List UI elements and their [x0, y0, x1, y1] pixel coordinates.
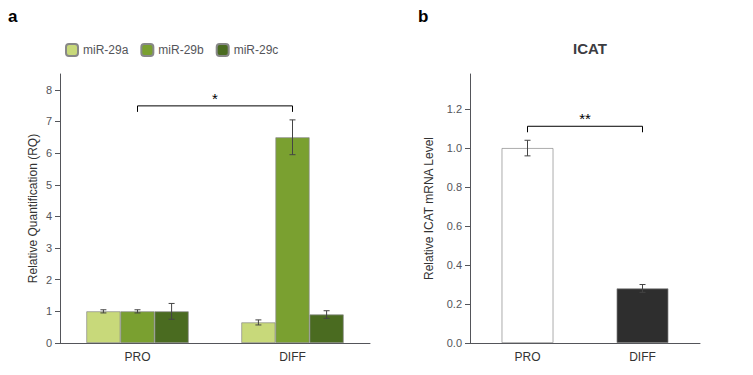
svg-text:1.2: 1.2	[447, 103, 462, 115]
svg-text:Relative Quantification (RQ): Relative Quantification (RQ)	[26, 134, 40, 283]
svg-text:0.8: 0.8	[447, 181, 462, 193]
svg-text:0.0: 0.0	[447, 337, 462, 349]
svg-text:**: **	[579, 110, 591, 127]
svg-text:miR-29b: miR-29b	[158, 43, 204, 57]
svg-text:Relative ICAT mRNA Level: Relative ICAT mRNA Level	[422, 137, 436, 280]
svg-text:0: 0	[46, 337, 52, 349]
svg-text:7: 7	[46, 115, 52, 127]
svg-text:1.0: 1.0	[447, 142, 462, 154]
svg-text:2: 2	[46, 274, 52, 286]
svg-text:b: b	[418, 7, 428, 26]
svg-text:4: 4	[46, 210, 52, 222]
svg-text:0.6: 0.6	[447, 220, 462, 232]
svg-text:miR-29c: miR-29c	[234, 43, 279, 57]
svg-text:a: a	[8, 7, 18, 26]
svg-text:miR-29a: miR-29a	[83, 43, 129, 57]
svg-text:0.4: 0.4	[447, 259, 462, 271]
svg-text:DIFF: DIFF	[279, 350, 306, 364]
svg-text:0.2: 0.2	[447, 298, 462, 310]
svg-text:PRO: PRO	[124, 350, 150, 364]
svg-text:8: 8	[46, 84, 52, 96]
svg-text:PRO: PRO	[514, 350, 540, 364]
svg-text:1: 1	[46, 305, 52, 317]
svg-text:6: 6	[46, 147, 52, 159]
svg-text:ICAT: ICAT	[573, 40, 607, 57]
svg-text:DIFF: DIFF	[629, 350, 656, 364]
svg-text:*: *	[212, 90, 218, 107]
svg-text:5: 5	[46, 179, 52, 191]
svg-text:3: 3	[46, 242, 52, 254]
